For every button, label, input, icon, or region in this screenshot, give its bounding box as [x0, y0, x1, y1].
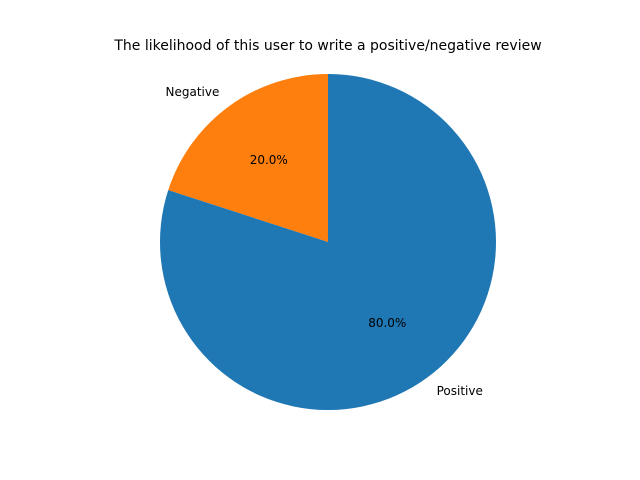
pie-slice-negative: [168, 74, 328, 242]
slice-label-positive: Positive: [437, 384, 483, 398]
pct-label-negative: 20.0%: [250, 153, 288, 167]
chart-title: The likelihood of this user to write a p…: [113, 38, 541, 54]
slice-label-negative: Negative: [166, 85, 220, 99]
pie-slice-positive: [159, 74, 496, 411]
pct-label-positive: 80.0%: [368, 316, 406, 330]
labels-layer: Negative 20.0% Positive 80.0%: [166, 85, 483, 398]
slices-layer: [159, 74, 496, 411]
